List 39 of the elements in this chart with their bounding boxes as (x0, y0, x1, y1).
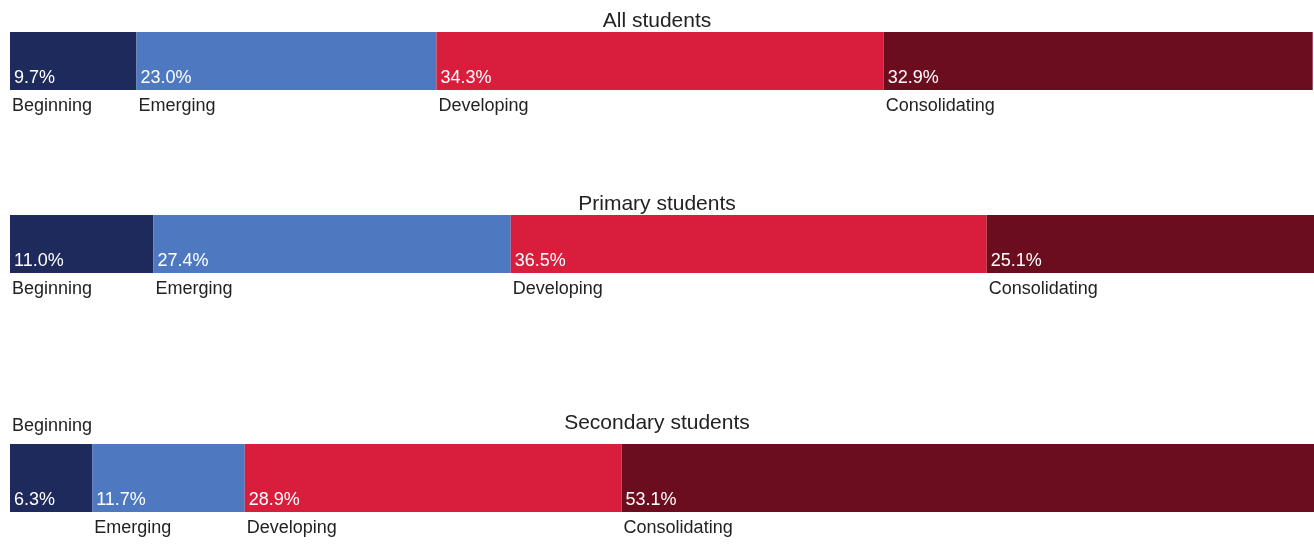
bar (883, 32, 1313, 90)
bar (621, 444, 1314, 512)
bar (244, 444, 622, 512)
series-label: Emerging (155, 278, 233, 298)
series-label: Consolidating (988, 278, 1098, 298)
series-label: Beginning (12, 278, 93, 298)
chart-title: Primary students (578, 191, 736, 214)
series-label: Consolidating (885, 95, 995, 115)
bar (10, 444, 93, 512)
series-label: Emerging (94, 517, 172, 537)
series-label: Beginning (12, 95, 93, 115)
data-label: 32.9% (887, 67, 939, 87)
bar (153, 215, 511, 273)
data-label: 34.3% (440, 67, 492, 87)
series-label: Emerging (138, 95, 216, 115)
data-label: 11.0% (14, 250, 64, 270)
data-label: 36.5% (514, 250, 566, 270)
bar (986, 215, 1314, 273)
series-label: Beginning (12, 415, 93, 435)
series-label: Developing (512, 278, 603, 298)
bar (436, 32, 884, 90)
chart-title: All students (602, 8, 712, 31)
data-label: 25.1% (990, 250, 1042, 270)
data-label: 27.4% (157, 250, 209, 270)
bar (10, 215, 154, 273)
bar (10, 32, 137, 90)
data-label: 11.7% (96, 489, 146, 509)
data-label: 53.1% (625, 489, 677, 509)
data-label: 23.0% (140, 67, 192, 87)
chart-title: Secondary students (564, 410, 750, 433)
series-label: Developing (438, 95, 529, 115)
data-label: 9.7% (14, 67, 56, 87)
data-label: 6.3% (14, 489, 56, 509)
data-label: 28.9% (248, 489, 300, 509)
bar (92, 444, 245, 512)
bar (510, 215, 987, 273)
series-label: Consolidating (623, 517, 733, 537)
bar (136, 32, 437, 90)
series-label: Developing (246, 517, 337, 537)
